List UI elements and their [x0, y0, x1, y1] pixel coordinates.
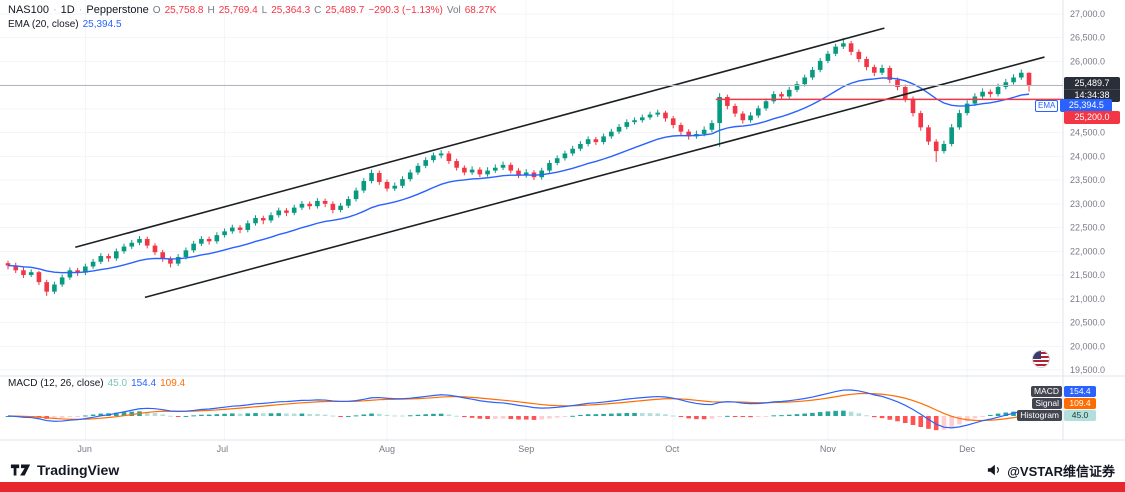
histogram-value-badge[interactable]: Histogram 45.0 [1017, 410, 1096, 421]
close-value: 25,489.7 [325, 5, 365, 16]
histogram-badge-label: Histogram [1017, 410, 1062, 421]
svg-text:20,500.0: 20,500.0 [1070, 318, 1105, 328]
bottom-red-strip [0, 482, 1125, 492]
watermark-text: @VSTAR维信证券 [1007, 463, 1115, 479]
ema-line [7, 77, 1030, 274]
close-label: C [314, 5, 322, 16]
volume-label: Vol [446, 5, 461, 16]
macd-legend[interactable]: MACD (12, 26, close) 45.0 154.4 109.4 [8, 378, 185, 389]
open-label: O [152, 5, 161, 16]
svg-text:Jun: Jun [77, 444, 92, 454]
price-axis[interactable]: 27,000.026,500.026,000.025,500.025,000.0… [1070, 9, 1105, 375]
time-axis[interactable]: Jun Jul Aug Sep Oct Nov Dec [77, 444, 975, 454]
svg-text:26,500.0: 26,500.0 [1070, 33, 1105, 43]
bar-countdown: 14:34:38 [1064, 89, 1120, 101]
separator-dot: · [52, 4, 57, 16]
tradingview-logo[interactable]: TradingView [10, 462, 119, 478]
svg-text:Aug: Aug [379, 444, 395, 454]
symbol-name: NAS100 [8, 4, 49, 16]
svg-text:22,000.0: 22,000.0 [1070, 246, 1105, 256]
low-label: L [261, 5, 268, 16]
candlestick-chart-canvas[interactable]: 27,000.026,500.026,000.025,500.025,000.0… [0, 0, 1125, 458]
ema-legend[interactable]: EMA (20, close) 25,394.5 [8, 19, 122, 30]
high-value: 25,769.4 [218, 5, 258, 16]
macd-histogram [5, 410, 1032, 431]
symbol-legend[interactable]: NAS100 · 1D · Pepperstone O 25,758.8 H 25,… [8, 4, 496, 16]
svg-text:19,500.0: 19,500.0 [1070, 365, 1105, 375]
ema-price-value: 25,394.5 [1060, 99, 1113, 112]
high-label: H [207, 5, 215, 16]
interval-label: 1D [60, 4, 75, 16]
svg-text:23,500.0: 23,500.0 [1070, 175, 1105, 185]
ema-price-badge[interactable]: EMA 25,394.5 [1035, 99, 1113, 112]
macd-signal-legend-value: 109.4 [160, 378, 186, 389]
tradingview-wordmark: TradingView [37, 462, 120, 478]
price-level-badge[interactable]: 25,200.0 [1064, 111, 1120, 124]
histogram-badge-value: 45.0 [1064, 410, 1096, 421]
macd-line [7, 389, 1030, 429]
signal-badge-label: Signal [1032, 398, 1062, 409]
macd-badge-value: 154.4 [1064, 386, 1096, 397]
megaphone-icon [988, 464, 1000, 476]
svg-text:Nov: Nov [820, 444, 837, 454]
svg-text:24,000.0: 24,000.0 [1070, 151, 1105, 161]
macd-line-legend-value: 154.4 [131, 378, 157, 389]
last-price-value: 25,489.7 [1074, 78, 1110, 88]
signal-value-badge[interactable]: Signal 109.4 [1032, 398, 1096, 409]
svg-text:Oct: Oct [665, 444, 680, 454]
macd-value-badge[interactable]: MACD 154.4 [1030, 386, 1096, 397]
svg-text:22,500.0: 22,500.0 [1070, 223, 1105, 233]
svg-text:Sep: Sep [518, 444, 534, 454]
trend-channel[interactable] [75, 27, 1045, 299]
last-price-badge[interactable]: 25,489.7 14:34:38 [1064, 77, 1120, 102]
macd-hist-legend-value: 45.0 [107, 378, 128, 389]
us-flag-icon [1032, 350, 1050, 368]
candles [5, 38, 1032, 296]
separator-dot: · [78, 4, 83, 16]
svg-text:24,500.0: 24,500.0 [1070, 128, 1105, 138]
grid-lines [0, 0, 1125, 441]
broker-label: Pepperstone [86, 4, 149, 16]
svg-text:21,500.0: 21,500.0 [1070, 270, 1105, 280]
ema-indicator-label: EMA (20, close) [8, 19, 79, 30]
low-value: 25,364.3 [271, 5, 311, 16]
ema-tag: EMA [1035, 99, 1059, 112]
watermark-handle: @VSTAR维信证券 [987, 461, 1115, 480]
macd-badge-label: MACD [1030, 386, 1062, 397]
svg-text:26,000.0: 26,000.0 [1070, 56, 1105, 66]
macd-indicator-label: MACD (12, 26, close) [8, 378, 104, 389]
svg-text:21,000.0: 21,000.0 [1070, 294, 1105, 304]
svg-text:Dec: Dec [959, 444, 976, 454]
footer-bar: TradingView @VSTAR维信证券 [0, 458, 1125, 482]
ema-indicator-value: 25,394.5 [82, 19, 122, 30]
tradingview-mark-icon [10, 464, 31, 476]
open-value: 25,758.8 [164, 5, 204, 16]
svg-text:23,000.0: 23,000.0 [1070, 199, 1105, 209]
volume-value: 68.27K [464, 5, 497, 16]
svg-text:Jul: Jul [217, 444, 229, 454]
change-value: −290.3 (−1.13%) [368, 5, 443, 16]
svg-text:20,000.0: 20,000.0 [1070, 341, 1105, 351]
svg-text:27,000.0: 27,000.0 [1070, 9, 1105, 19]
signal-badge-value: 109.4 [1064, 398, 1096, 409]
